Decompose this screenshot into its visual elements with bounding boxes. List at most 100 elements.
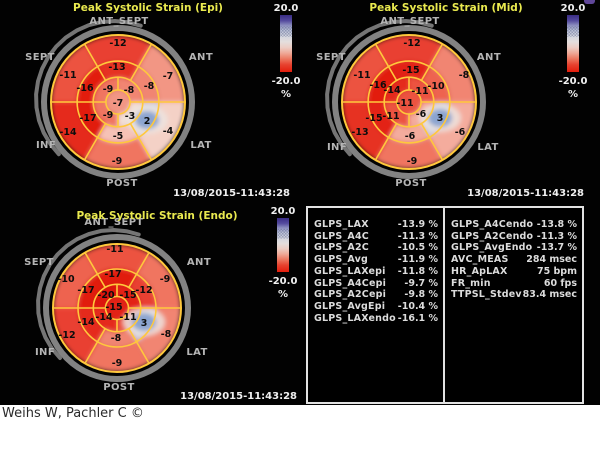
svg-text:-7: -7 xyxy=(113,98,124,109)
region-label: ANT xyxy=(189,52,213,63)
region-label: ANT_SEPT xyxy=(380,16,439,27)
segment-value: -8 xyxy=(124,85,135,96)
segment-value: 2 xyxy=(144,116,151,127)
measurement-label: GLPS_A2Cepi xyxy=(314,289,387,301)
outer-gray-ring xyxy=(325,18,486,179)
segment-value: -12 xyxy=(58,330,75,341)
segment-grid xyxy=(341,34,477,170)
segment-value: 3 xyxy=(437,113,444,124)
table-row: GLPS_LAXendo -16.1 % xyxy=(314,313,438,325)
table-row: GLPS_Avg -11.9 % xyxy=(314,254,438,266)
measurement-value: -13.8 % xyxy=(536,219,577,230)
segment-value: -9 xyxy=(103,110,114,121)
colorbar-max: 20.0 xyxy=(271,206,296,217)
measurement-label: TTPSL_Stdev xyxy=(451,289,522,301)
measurements-right-column: GLPS_A4Cendo -13.8 % GLPS_A2Cendo -11.3 % GL… xyxy=(445,208,582,402)
table-row: GLPS_AvgEndo -13.7 % xyxy=(451,242,577,254)
region-label: LAT xyxy=(477,142,498,153)
segment-value: -13 xyxy=(108,62,125,73)
region-labels: ANT_SEPT SEPT ANT INF LAT POST xyxy=(24,217,211,393)
measurement-value: 284 msec xyxy=(526,254,577,266)
segment-grid xyxy=(50,34,186,170)
segment-value: -9 xyxy=(160,274,171,285)
cursor-artifact xyxy=(584,0,595,4)
measurement-value: -13.9 % xyxy=(397,219,438,230)
segment-value: -17 xyxy=(104,269,121,280)
measurements-left-column: GLPS_LAX -13.9 % GLPS_A4C -11.3 % GLPS_A2C -1… xyxy=(308,208,445,402)
region-label: POST xyxy=(103,382,134,393)
region-label: SEPT xyxy=(316,52,346,63)
table-row: HR_ApLAX 75 bpm xyxy=(451,266,577,278)
measurement-value: -11.9 % xyxy=(397,254,438,266)
colorbar-max: 20.0 xyxy=(274,3,299,14)
region-label: INF xyxy=(327,142,347,153)
region-label: ANT_SEPT xyxy=(84,217,143,228)
measurement-label: GLPS_A4Cendo xyxy=(451,219,534,230)
svg-text:-11: -11 xyxy=(396,98,413,109)
timestamp: 13/08/2015-11:43:28 xyxy=(173,188,290,199)
segment-values: -7-9 -8-9 -3-13-8-16-17-52-12-7-11-14-9-4 xyxy=(59,38,173,167)
segment-value: -9 xyxy=(112,358,123,369)
segment-value: -9 xyxy=(103,84,114,95)
region-labels: ANT_SEPT SEPT ANT INF LAT POST xyxy=(25,16,213,189)
segment-value: -10 xyxy=(57,274,75,285)
segment-value: -12 xyxy=(135,285,152,296)
segment-value: -8 xyxy=(111,333,122,344)
segment-value: -8 xyxy=(161,329,172,340)
table-row: TTPSL_Stdev 83.4 msec xyxy=(451,289,577,301)
segment-value: -5 xyxy=(113,131,124,142)
measurement-label: GLPS_LAXendo xyxy=(314,312,396,324)
measurement-label: GLPS_AvgEpi xyxy=(314,300,386,312)
colorbar xyxy=(567,15,579,72)
segment-value: -20 xyxy=(97,290,115,301)
table-row: GLPS_A2Cepi -9.8 % xyxy=(314,289,438,301)
plot-title: Peak Systolic Strain (Endo) xyxy=(76,210,237,222)
segment-value: -4 xyxy=(163,126,174,137)
segment-value: -17 xyxy=(77,285,94,296)
plot-title: Peak Systolic Strain (Mid) xyxy=(369,2,522,14)
colorbar-min: -20.0 xyxy=(272,76,300,87)
colorbar-min: -20.0 xyxy=(269,276,298,287)
strain-plot-mid: -11 -14 -11 -11 -6 -15 -10 -16 -15 -6 3 -12 -8 -11 -13… xyxy=(300,0,600,200)
measurement-label: AVC_MEAS xyxy=(451,254,509,266)
segment-value: -11 xyxy=(382,111,399,122)
table-row: GLPS_A4C -11.3 % xyxy=(314,231,438,243)
measurement-label: GLPS_A2C xyxy=(314,242,369,254)
measurement-value: -11.8 % xyxy=(397,265,438,277)
segment-value: -3 xyxy=(125,111,136,122)
measurement-value: 75 bpm xyxy=(536,265,577,277)
colorbar-unit: % xyxy=(278,289,288,300)
measurement-label: GLPS_LAX xyxy=(314,219,369,230)
colorbar-unit: % xyxy=(281,89,291,100)
segment-value: -9 xyxy=(407,156,418,167)
segment-value: -6 xyxy=(455,127,466,138)
measurement-value: -11.3 % xyxy=(536,230,577,242)
region-label: POST xyxy=(395,178,426,189)
segment-value: -9 xyxy=(112,156,123,167)
segment-value: -15 xyxy=(365,113,382,124)
segment-value: -11 xyxy=(59,70,76,81)
segment-value: -15 xyxy=(402,65,419,76)
segment-value: -14 xyxy=(77,317,95,328)
segment-value: -14 xyxy=(383,85,401,96)
segment-value: -11 xyxy=(119,312,136,323)
segment-value: -14 xyxy=(95,312,113,323)
plot-title: Peak Systolic Strain (Epi) xyxy=(73,2,223,14)
segment-value: -13 xyxy=(351,127,368,138)
strain-color-map xyxy=(342,35,476,169)
measurement-label: HR_ApLAX xyxy=(451,265,508,277)
measurement-value: -9.8 % xyxy=(404,289,438,301)
segment-value: -11 xyxy=(106,244,123,255)
segment-value: -12 xyxy=(403,38,420,49)
table-row: GLPS_AvgEpi -10.4 % xyxy=(314,301,438,313)
region-label: INF xyxy=(35,347,55,358)
segment-value: -11 xyxy=(353,70,370,81)
region-label: SEPT xyxy=(24,257,54,268)
measurement-value: 60 fps xyxy=(543,277,577,289)
segment-values: -15-20 -15-14 -11-17-12-17-14-83-11-9-10-1… xyxy=(57,244,171,369)
measurement-value: -9.7 % xyxy=(404,277,438,289)
table-row: FR_min 60 fps xyxy=(451,278,577,290)
table-row: GLPS_LAX -13.9 % xyxy=(314,219,438,231)
measurement-label: GLPS_LAXepi xyxy=(314,265,386,277)
region-label: SEPT xyxy=(25,52,55,63)
